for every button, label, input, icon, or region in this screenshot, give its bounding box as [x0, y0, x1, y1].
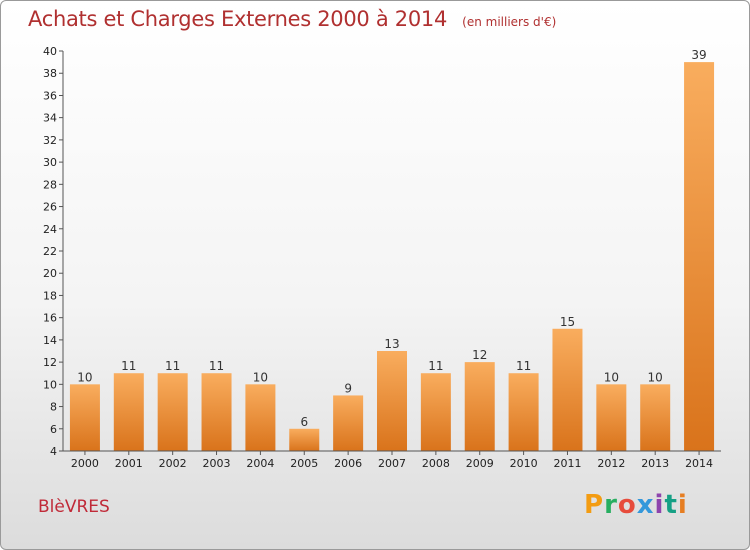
- y-tick-label-30: 30: [43, 156, 57, 169]
- y-tick-label-18: 18: [43, 289, 57, 302]
- commune-name: BlèVRES: [38, 497, 110, 517]
- y-tick-label-20: 20: [43, 267, 57, 280]
- y-tick-label-16: 16: [43, 312, 57, 325]
- bar-2008: [420, 373, 451, 451]
- bar-2010: [508, 373, 539, 451]
- value-label-2004: 10: [253, 370, 268, 384]
- y-tick-label-14: 14: [43, 334, 57, 347]
- x-tick-label-2006: 2006: [334, 457, 362, 470]
- y-tick-label-12: 12: [43, 356, 57, 369]
- x-tick-label-2007: 2007: [378, 457, 406, 470]
- bar-2014: [684, 62, 715, 451]
- x-tick-label-2013: 2013: [641, 457, 669, 470]
- chart-title-text: Achats et Charges Externes 2000 à 2014: [28, 7, 448, 31]
- logo-letter: t: [664, 490, 678, 520]
- y-tick-label-36: 36: [43, 89, 57, 102]
- value-label-2006: 9: [344, 381, 352, 395]
- y-tick-label-32: 32: [43, 134, 57, 147]
- proxiti-logo: Proxiti: [584, 490, 688, 520]
- bar-2007: [377, 351, 407, 451]
- x-tick-label-2014: 2014: [685, 457, 713, 470]
- value-label-2014: 39: [691, 48, 706, 62]
- bars-group: 10 11 11 11 10 6 9 13 11 12 11 15 10 10 39: [69, 48, 715, 451]
- value-label-2010: 11: [516, 359, 531, 373]
- x-tick-label-2005: 2005: [290, 457, 318, 470]
- y-tick-label-24: 24: [43, 223, 57, 236]
- value-label-2012: 10: [604, 370, 619, 384]
- value-label-2011: 15: [560, 315, 575, 329]
- value-label-2007: 13: [384, 337, 399, 351]
- value-label-2001: 11: [121, 359, 136, 373]
- chart-unit-text: (en milliers d'€): [462, 15, 557, 29]
- value-label-2008: 11: [428, 359, 443, 373]
- logo-letter: i: [654, 490, 665, 520]
- x-tick-label-2012: 2012: [597, 457, 625, 470]
- x-tick-label-2009: 2009: [466, 457, 494, 470]
- bar-2000: [69, 384, 100, 451]
- value-label-2005: 6: [300, 415, 308, 429]
- value-label-2009: 12: [472, 348, 487, 362]
- logo-letter: P: [584, 490, 605, 520]
- value-label-2002: 11: [165, 359, 180, 373]
- y-tick-label-40: 40: [43, 45, 57, 58]
- x-tick-label-2002: 2002: [159, 457, 187, 470]
- bar-2009: [464, 362, 495, 451]
- y-tick-label-8: 8: [50, 401, 57, 414]
- x-tick-label-2001: 2001: [115, 457, 143, 470]
- axes-group: 2000 2001 2002 2003 2004 2005 2006 2007 2008 2009…: [43, 45, 721, 470]
- bar-2012: [596, 384, 627, 451]
- y-tick-label-28: 28: [43, 178, 57, 191]
- bar-2011: [552, 328, 583, 451]
- y-tick-label-26: 26: [43, 201, 57, 214]
- x-tick-label-2008: 2008: [422, 457, 450, 470]
- y-tick-label-10: 10: [43, 378, 57, 391]
- y-tick-label-6: 6: [50, 423, 57, 436]
- chart-title: Achats et Charges Externes 2000 à 2014 (…: [28, 7, 556, 31]
- logo-letter: i: [677, 490, 688, 520]
- value-label-2003: 11: [209, 359, 224, 373]
- x-tick-label-2000: 2000: [71, 457, 99, 470]
- x-tick-label-2003: 2003: [203, 457, 231, 470]
- logo-letter: r: [604, 490, 618, 520]
- x-tick-label-2010: 2010: [510, 457, 538, 470]
- bar-2003: [201, 373, 232, 451]
- logo-letter: o: [617, 490, 637, 520]
- bar-2005: [289, 428, 320, 451]
- x-tick-label-2004: 2004: [246, 457, 274, 470]
- bar-2002: [157, 373, 188, 451]
- y-tick-label-4: 4: [50, 445, 57, 458]
- bar-2001: [113, 373, 144, 451]
- bar-2004: [245, 384, 276, 451]
- bar-2013: [640, 384, 671, 451]
- bar-2006: [333, 395, 364, 451]
- value-label-2000: 10: [77, 370, 92, 384]
- y-tick-label-34: 34: [43, 112, 57, 125]
- y-tick-label-38: 38: [43, 67, 57, 80]
- value-label-2013: 10: [648, 370, 663, 384]
- logo-letter: x: [636, 490, 655, 520]
- y-tick-label-22: 22: [43, 245, 57, 258]
- x-tick-label-2011: 2011: [553, 457, 581, 470]
